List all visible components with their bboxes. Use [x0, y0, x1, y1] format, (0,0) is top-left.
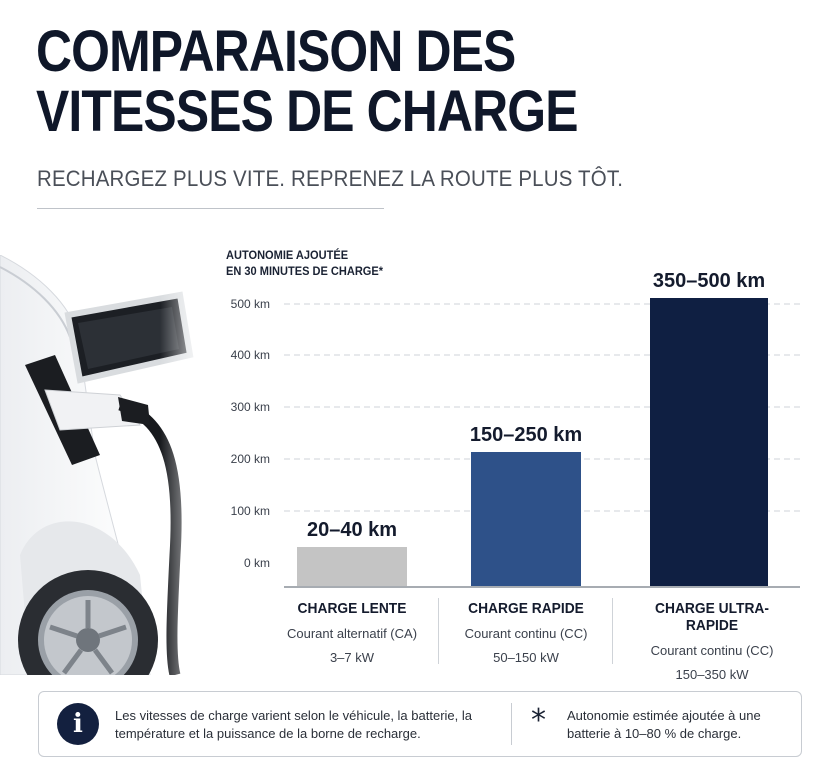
category-name: CHARGE LENTE — [297, 600, 407, 617]
y-axis-title-line-1: AUTONOMIE AJOUTÉE — [226, 248, 349, 262]
info-note-text: Les vitesses de charge varient selon le … — [115, 708, 472, 741]
category-current-type: Courant continu (CC) — [650, 643, 774, 658]
category-power: 150–350 kW — [675, 667, 749, 682]
bar-3 — [650, 298, 768, 586]
bar-2 — [471, 452, 581, 586]
y-tick-label: 0 km — [244, 556, 270, 570]
category-divider — [438, 598, 439, 664]
asterisk-note-text: Autonomie estimée ajoutée à une batterie… — [567, 708, 761, 741]
y-tick-label: 400 km — [231, 348, 270, 362]
bar-chart: 0 km 100 km 200 km 300 km 400 km 500 km 20–40 … — [231, 270, 800, 588]
car-charging-illustration — [0, 255, 215, 675]
bar-1 — [297, 547, 407, 586]
subtitle: RECHARGEZ PLUS VITE. REPRENEZ LA ROUTE P… — [37, 166, 624, 191]
info-icon: i — [57, 703, 99, 745]
y-tick-label: 300 km — [231, 400, 270, 414]
category-slow: CHARGE LENTE Courant alternatif (CA) 3–7… — [267, 600, 437, 665]
title-line-2: VITESSES DE CHARGE — [36, 79, 578, 144]
category-power: 50–150 kW — [493, 650, 559, 665]
category-ultra-fast: CHARGE ULTRA-RAPIDE Courant continu (CC)… — [622, 600, 802, 682]
notes-box: i Les vitesses de charge varient selon l… — [38, 691, 802, 757]
title-divider — [37, 208, 384, 209]
category-fast: CHARGE RAPIDE Courant continu (CC) 50–15… — [441, 600, 611, 665]
y-axis-title-line-2: EN 30 MINUTES DE CHARGE* — [226, 264, 384, 278]
category-name: CHARGE ULTRA-RAPIDE — [655, 600, 769, 634]
asterisk-icon: * — [531, 703, 546, 738]
category-divider — [612, 598, 613, 664]
y-tick-label: 200 km — [231, 452, 270, 466]
y-axis-title: AUTONOMIE AJOUTÉE EN 30 MINUTES DE CHARG… — [226, 247, 383, 279]
page-title: COMPARAISON DES VITESSES DE CHARGE — [36, 22, 578, 142]
category-current-type: Courant alternatif (CA) — [286, 626, 418, 641]
y-tick-label: 500 km — [231, 297, 270, 311]
category-current-type: Courant continu (CC) — [464, 626, 588, 641]
category-power: 3–7 kW — [329, 650, 375, 665]
category-name: CHARGE RAPIDE — [468, 600, 584, 617]
bar-value-label: 20–40 km — [307, 519, 397, 541]
notes-divider — [511, 703, 512, 745]
y-tick-label: 100 km — [231, 504, 270, 518]
title-line-1: COMPARAISON DES — [36, 19, 516, 84]
bar-value-label: 350–500 km — [653, 270, 765, 292]
bar-value-label: 150–250 km — [470, 424, 582, 446]
